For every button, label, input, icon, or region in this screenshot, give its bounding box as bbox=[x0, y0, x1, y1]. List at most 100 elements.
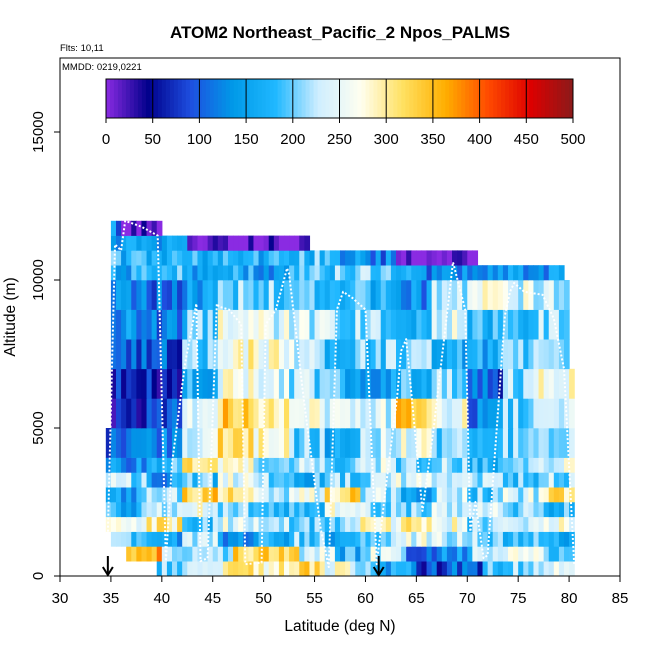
heatmap-cell bbox=[446, 502, 453, 518]
heatmap-cell bbox=[187, 368, 193, 399]
heatmap-cell bbox=[166, 235, 173, 251]
heatmap-cell bbox=[141, 250, 148, 266]
heatmap-cell bbox=[492, 487, 499, 503]
heatmap-cell bbox=[278, 428, 285, 458]
heatmap-cell bbox=[187, 235, 193, 251]
heatmap-cell bbox=[334, 309, 341, 340]
heatmap-cell bbox=[131, 516, 137, 532]
heatmap-cell bbox=[243, 339, 249, 370]
colorbar-swatch bbox=[241, 79, 247, 118]
heatmap-cell bbox=[182, 398, 188, 429]
heatmap-cell bbox=[564, 531, 570, 547]
heatmap-cell bbox=[202, 280, 209, 310]
heatmap-cell bbox=[334, 516, 341, 532]
heatmap-cell bbox=[558, 265, 565, 281]
heatmap-cell bbox=[558, 339, 565, 370]
heatmap-cell bbox=[146, 398, 153, 429]
heatmap-cell bbox=[131, 250, 137, 266]
heatmap-cell bbox=[263, 487, 270, 503]
heatmap-cell bbox=[284, 472, 290, 488]
heatmap-cell bbox=[401, 457, 407, 473]
heatmap-cell bbox=[350, 531, 356, 547]
heatmap-cell bbox=[273, 516, 280, 532]
heatmap-cell bbox=[492, 502, 499, 518]
heatmap-cell bbox=[182, 309, 188, 340]
colorbar-swatch bbox=[513, 79, 518, 118]
heatmap-cell bbox=[467, 250, 473, 266]
heatmap-cell bbox=[207, 561, 214, 577]
heatmap-cell bbox=[192, 516, 199, 532]
heatmap-cell bbox=[502, 457, 509, 473]
heatmap-cell bbox=[248, 368, 255, 399]
heatmap-cell bbox=[228, 561, 234, 577]
heatmap-cell bbox=[431, 472, 438, 488]
heatmap-cell bbox=[553, 368, 560, 399]
heatmap-cell bbox=[126, 280, 132, 310]
heatmap-cell bbox=[446, 368, 453, 399]
heatmap-cell bbox=[452, 368, 458, 399]
heatmap-cell bbox=[518, 531, 524, 547]
heatmap-cell bbox=[401, 561, 407, 577]
heatmap-cell bbox=[324, 531, 331, 547]
heatmap-cell bbox=[533, 398, 540, 429]
heatmap-cell bbox=[151, 502, 158, 518]
heatmap-cell bbox=[477, 428, 484, 458]
heatmap-cell bbox=[258, 502, 265, 518]
heatmap-cell bbox=[508, 561, 514, 577]
heatmap-cell bbox=[553, 265, 560, 281]
heatmap-cell bbox=[304, 339, 311, 370]
heatmap-cell bbox=[446, 487, 453, 503]
heatmap-cell bbox=[146, 265, 153, 281]
heatmap-cell bbox=[319, 472, 326, 488]
heatmap-cell bbox=[426, 472, 433, 488]
heatmap-cell bbox=[416, 531, 423, 547]
heatmap-cell bbox=[146, 309, 153, 340]
heatmap-cell bbox=[314, 457, 321, 473]
heatmap-cell bbox=[268, 472, 275, 488]
colorbar-swatch bbox=[185, 79, 191, 118]
heatmap-cell bbox=[543, 428, 550, 458]
heatmap-cell bbox=[416, 472, 423, 488]
heatmap-cell bbox=[172, 546, 178, 562]
heatmap-cell bbox=[538, 531, 545, 547]
colorbar-swatch bbox=[161, 79, 167, 118]
heatmap-cell bbox=[513, 502, 519, 518]
heatmap-cell bbox=[355, 250, 361, 266]
flight-track-line bbox=[106, 219, 576, 569]
heatmap-cell bbox=[172, 516, 178, 532]
heatmap-cell bbox=[243, 457, 249, 473]
colorbar-swatch bbox=[465, 79, 470, 118]
heatmap-cell bbox=[401, 398, 407, 429]
heatmap-cell bbox=[523, 457, 529, 473]
heatmap-cell bbox=[569, 546, 575, 562]
heatmap-cell bbox=[426, 487, 433, 503]
heatmap-cell bbox=[360, 516, 367, 532]
heatmap-cell bbox=[299, 516, 305, 532]
heatmap-cell bbox=[340, 561, 346, 577]
heatmap-cell bbox=[151, 428, 158, 458]
colorbar-swatch bbox=[165, 79, 171, 118]
heatmap-cell bbox=[172, 531, 178, 547]
heatmap-cell bbox=[309, 531, 316, 547]
heatmap-cell bbox=[309, 472, 316, 488]
heatmap-cell bbox=[309, 487, 316, 503]
heatmap-cell bbox=[238, 561, 244, 577]
heatmap-cell bbox=[233, 398, 239, 429]
colorbar-tick-label: 400 bbox=[467, 131, 492, 148]
heatmap-cell bbox=[523, 487, 529, 503]
heatmap-cell bbox=[365, 502, 372, 518]
heatmap-cell bbox=[345, 472, 351, 488]
heatmap-cell bbox=[401, 487, 407, 503]
heatmap-cell bbox=[482, 368, 489, 399]
heatmap-cell bbox=[233, 250, 239, 266]
heatmap-cell bbox=[166, 457, 173, 473]
heatmap-cell bbox=[375, 309, 382, 340]
heatmap-cell bbox=[487, 531, 494, 547]
colorbar-swatch bbox=[541, 79, 546, 118]
heatmap-cell bbox=[416, 516, 423, 532]
heatmap-cell bbox=[533, 457, 540, 473]
heatmap-cell bbox=[243, 502, 249, 518]
heatmap-cell bbox=[477, 516, 484, 532]
heatmap-cell bbox=[172, 265, 178, 281]
heatmap-cell bbox=[543, 339, 550, 370]
